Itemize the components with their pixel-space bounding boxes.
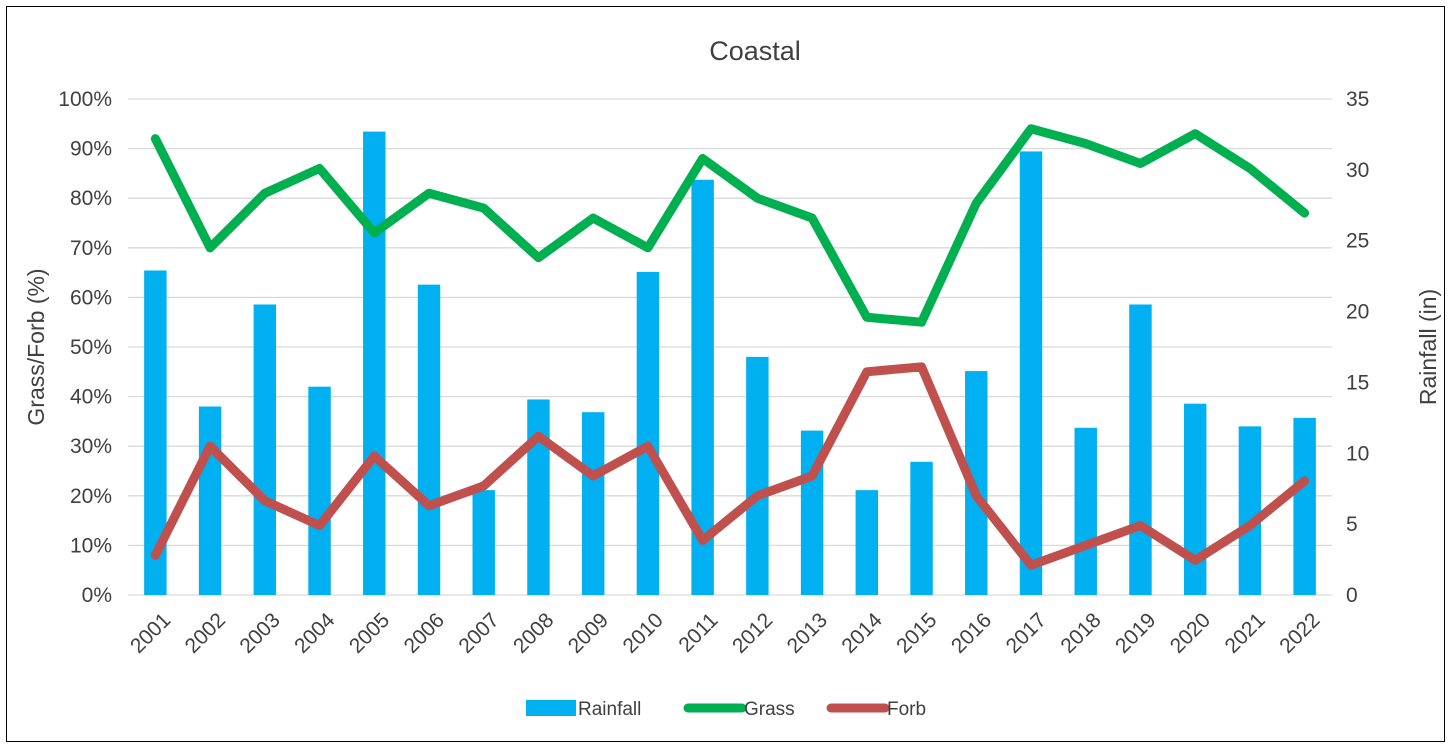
left-tick-label: 40% xyxy=(70,386,112,409)
rainfall-bar xyxy=(417,284,441,595)
left-tick-label: 60% xyxy=(70,286,112,309)
rainfall-bar xyxy=(253,304,277,595)
forb-line xyxy=(150,362,1310,570)
right-axis-title: Rainfall (in) xyxy=(1415,289,1441,405)
x-tick-label: 2021 xyxy=(1221,609,1270,658)
rainfall-bar xyxy=(581,412,605,595)
x-tick-label: 2005 xyxy=(345,609,394,658)
chart-title: Coastal xyxy=(709,36,801,66)
x-tick-label: 2010 xyxy=(619,609,668,658)
legend-label-rainfall: Rainfall xyxy=(578,699,641,720)
x-tick-label: 2017 xyxy=(1002,609,1051,658)
right-tick-label: 5 xyxy=(1346,513,1358,536)
right-tick-label: 30 xyxy=(1346,159,1369,182)
x-tick-label: 2006 xyxy=(400,609,449,658)
left-tick-label: 0% xyxy=(82,584,112,607)
x-axis-ticks: 2001 2002 2003 2004 2005 2006 2007 2008 2009 2010… xyxy=(126,608,1325,658)
rainfall-bar xyxy=(1293,417,1316,595)
left-tick-label: 80% xyxy=(70,187,112,210)
x-tick-label: 2012 xyxy=(728,609,777,658)
left-tick-label: 20% xyxy=(70,485,112,508)
rainfall-bar xyxy=(308,386,331,595)
rainfall-bar xyxy=(527,399,550,595)
right-axis-ticks: 0 5 10 15 20 25 30 35 xyxy=(1346,88,1369,607)
rainfall-bar xyxy=(1238,426,1262,595)
rainfall-bar xyxy=(1074,427,1097,595)
rainfall-bar xyxy=(691,179,714,595)
legend: Rainfall Grass Forb xyxy=(526,699,926,720)
left-tick-label: 100% xyxy=(58,88,112,111)
x-tick-label: 2014 xyxy=(837,608,887,658)
rainfall-bar xyxy=(746,356,769,595)
rainfall-bar xyxy=(144,270,167,595)
x-tick-label: 2007 xyxy=(454,609,503,658)
rainfall-bar xyxy=(1019,151,1043,596)
left-axis-title: Grass/Forb (%) xyxy=(23,268,49,425)
rainfall-bar xyxy=(198,406,222,595)
x-tick-label: 2004 xyxy=(290,608,340,658)
rainfall-bar xyxy=(1129,304,1152,595)
left-axis-ticks: 0% 10% 20% 30% 40% 50% 60% 70% 80% 90% 100% xyxy=(58,88,112,607)
right-tick-label: 10 xyxy=(1346,442,1369,465)
legend-swatch-rainfall xyxy=(526,700,576,716)
x-tick-label: 2022 xyxy=(1275,609,1324,658)
x-tick-label: 2013 xyxy=(783,609,832,658)
left-tick-label: 90% xyxy=(70,138,112,161)
x-tick-label: 2008 xyxy=(509,609,558,658)
x-tick-label: 2016 xyxy=(947,609,996,658)
x-tick-label: 2019 xyxy=(1111,609,1160,658)
legend-label-grass: Grass xyxy=(744,699,795,720)
chart-frame xyxy=(6,6,1445,742)
x-tick-label: 2018 xyxy=(1056,609,1105,658)
x-tick-label: 2015 xyxy=(892,609,941,658)
right-tick-label: 15 xyxy=(1346,371,1369,394)
right-tick-label: 35 xyxy=(1346,88,1369,111)
x-tick-label: 2002 xyxy=(181,609,230,658)
x-tick-label: 2009 xyxy=(564,609,613,658)
rainfall-bar xyxy=(363,131,386,595)
right-tick-label: 20 xyxy=(1346,301,1369,324)
left-tick-label: 30% xyxy=(70,435,112,458)
x-tick-label: 2001 xyxy=(126,609,175,658)
left-tick-label: 70% xyxy=(70,237,112,260)
right-tick-label: 0 xyxy=(1346,584,1358,607)
rainfall-bar xyxy=(910,461,933,595)
rainfall-bar xyxy=(855,490,879,595)
right-tick-label: 25 xyxy=(1346,230,1369,253)
legend-label-forb: Forb xyxy=(887,699,926,720)
rainfall-bar xyxy=(965,371,988,595)
x-tick-label: 2011 xyxy=(674,609,722,657)
left-tick-label: 10% xyxy=(70,534,112,557)
x-tick-label: 2020 xyxy=(1166,609,1215,658)
rainfall-bar xyxy=(472,490,495,595)
grass-line xyxy=(150,124,1310,327)
left-tick-label: 50% xyxy=(70,336,112,359)
series-lines xyxy=(150,124,1310,570)
rainfall-bar xyxy=(636,271,660,595)
x-tick-label: 2003 xyxy=(235,609,284,658)
rainfall-bar xyxy=(1183,403,1207,595)
